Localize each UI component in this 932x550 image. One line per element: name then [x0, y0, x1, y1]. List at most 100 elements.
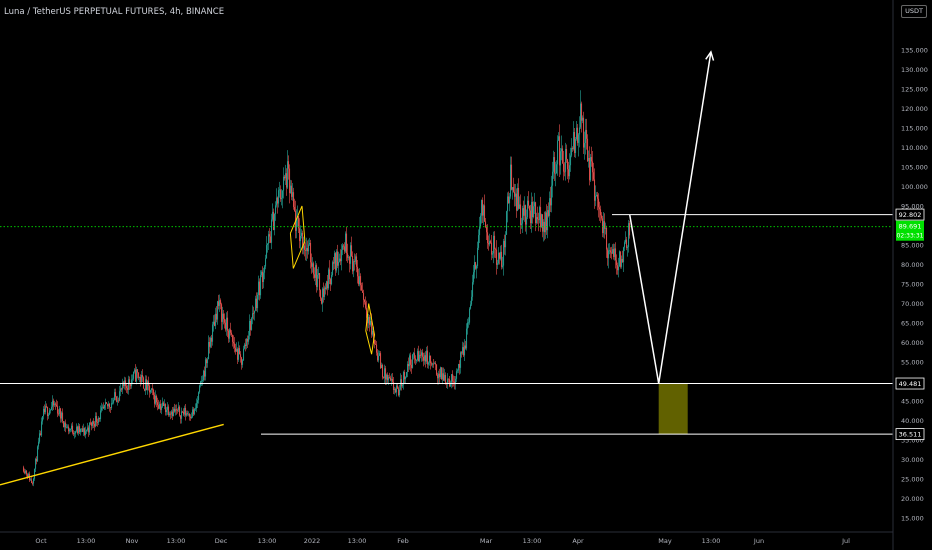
candle-body: [63, 421, 65, 428]
candle-body: [31, 479, 33, 484]
candle-body: [261, 271, 263, 276]
candle-body: [161, 406, 163, 410]
candle-body: [420, 354, 422, 356]
candle-body: [384, 368, 386, 379]
candle-body: [219, 300, 221, 306]
candle-body: [251, 318, 253, 330]
candle-body: [176, 409, 178, 411]
candle-body: [388, 377, 390, 381]
candle-body: [201, 380, 203, 382]
candle-body: [476, 266, 478, 269]
candle-body: [204, 370, 206, 377]
time-axis[interactable]: Oct 13:00 Nov 13:00 Dec 13:00 2022 13:00 Feb Mar 1…: [35, 537, 850, 545]
candle-body: [563, 163, 565, 172]
candle-body: [264, 266, 266, 273]
candle-body: [531, 201, 533, 224]
candle-body: [365, 302, 367, 308]
candle-body: [54, 403, 56, 406]
currency-badge[interactable]: USDT: [901, 5, 927, 18]
candle-body: [187, 413, 189, 415]
candle-body: [392, 378, 394, 382]
x-tick-label: 13:00: [702, 537, 721, 545]
candle-body: [408, 364, 410, 367]
candle-body: [571, 148, 573, 156]
chart-title: Luna / TetherUS PERPETUAL FUTURES, 4h, B…: [4, 7, 225, 17]
candle-body: [102, 406, 104, 408]
candle-body: [382, 365, 384, 378]
candle-body: [366, 307, 368, 318]
candle-body: [496, 249, 498, 265]
candle-body: [285, 173, 287, 179]
candle-body: [106, 402, 108, 404]
candle-body: [555, 173, 557, 175]
candle-body: [539, 207, 541, 221]
candle-body: [410, 355, 412, 365]
candle-body: [304, 245, 306, 250]
candle-body: [286, 173, 288, 188]
candle-body: [249, 320, 251, 336]
candle-body: [399, 389, 401, 396]
candle-body: [129, 379, 131, 385]
candle-body: [532, 201, 534, 218]
candle-body: [339, 258, 341, 262]
candle-body: [85, 431, 87, 435]
x-tick-label: Nov: [126, 537, 139, 545]
candle-body: [113, 399, 115, 403]
candle-body: [616, 260, 618, 266]
candle-body: [624, 242, 626, 248]
candle-body: [626, 239, 628, 248]
candle-body: [623, 247, 625, 263]
candle-body: [427, 350, 429, 365]
candle-body: [229, 329, 231, 339]
candle-body: [352, 256, 354, 272]
candle-body: [115, 392, 117, 397]
candle-body: [467, 322, 469, 329]
candle-body: [575, 139, 577, 154]
y-tick-label: 130.000: [901, 66, 928, 74]
candle-body: [485, 221, 487, 228]
candle-body: [386, 374, 388, 380]
candle-body: [359, 276, 361, 285]
candle-body: [560, 151, 562, 166]
y-tick-label: 75.000: [901, 281, 924, 289]
candle-body: [23, 467, 25, 472]
candle-body: [368, 316, 370, 324]
candle-body: [34, 468, 36, 479]
candle-body: [235, 347, 237, 352]
candle-body: [378, 355, 380, 361]
candle-body: [153, 389, 155, 395]
level-price-label-box: [895, 377, 925, 390]
candle-body: [91, 422, 93, 426]
candle-body: [547, 210, 549, 231]
candle-body: [346, 233, 348, 254]
candle-body: [311, 262, 313, 267]
y-tick-label: 115.000: [901, 125, 928, 133]
candle-body: [310, 242, 312, 263]
candle-body: [263, 272, 265, 283]
candle-body: [333, 262, 335, 264]
candle-body: [24, 471, 26, 473]
candle-body: [423, 356, 425, 361]
candle-body: [247, 338, 249, 342]
candle-body: [472, 282, 474, 297]
candle-body: [27, 474, 29, 478]
candle-body: [387, 374, 389, 381]
candle-body: [218, 301, 220, 306]
y-tick-label: 120.000: [901, 105, 928, 113]
y-tick-label: 125.000: [901, 86, 928, 94]
price-axis[interactable]: 15.000 20.000 25.000 30.000 35.000 40.000 45.0…: [901, 47, 928, 523]
candle-body: [577, 127, 579, 143]
candle-body: [273, 211, 275, 230]
candle-body: [618, 266, 620, 271]
candle-body: [406, 372, 408, 377]
candle-body: [56, 404, 58, 407]
candle-body: [521, 223, 523, 225]
y-tick-label: 80.000: [901, 261, 924, 269]
candle-body: [228, 330, 230, 339]
candle-body: [280, 189, 282, 200]
candle-body: [328, 269, 330, 289]
arrowhead: [705, 50, 715, 61]
candle-body: [119, 391, 121, 401]
candle-body: [501, 251, 503, 267]
